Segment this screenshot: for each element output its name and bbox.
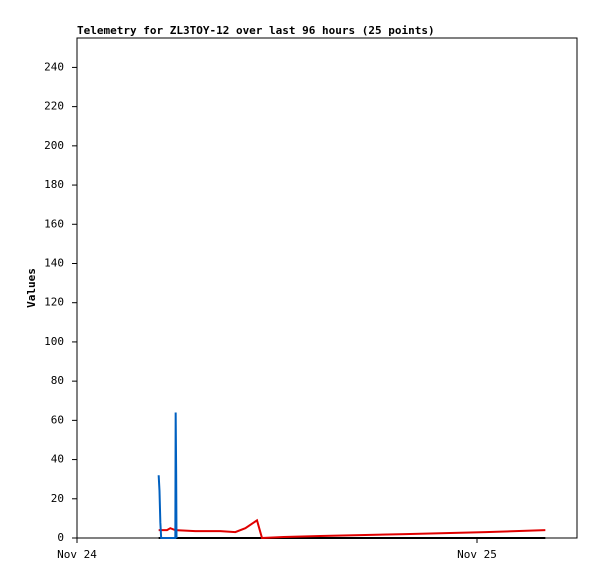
chart-title: Telemetry for ZL3TOY-12 over last 96 hou… bbox=[77, 24, 435, 37]
y-tick-label: 160 bbox=[44, 217, 64, 230]
y-tick-label: 120 bbox=[44, 296, 64, 309]
y-tick-label: 40 bbox=[51, 453, 64, 466]
y-tick-label: 0 bbox=[57, 531, 64, 544]
y-tick-label: 220 bbox=[44, 100, 64, 113]
y-tick-label: 180 bbox=[44, 178, 64, 191]
y-tick-label: 140 bbox=[44, 256, 64, 269]
y-tick-label: 80 bbox=[51, 374, 64, 387]
x-tick-label: Nov 25 bbox=[457, 548, 497, 561]
series-line bbox=[157, 412, 178, 539]
y-tick-label: 20 bbox=[51, 492, 64, 505]
y-tick-label: 200 bbox=[44, 139, 64, 152]
x-tick-label: Nov 24 bbox=[57, 548, 97, 561]
y-tick-label: 240 bbox=[44, 60, 64, 73]
y-tick-label: 60 bbox=[51, 413, 64, 426]
y-axis-label: Values bbox=[25, 268, 38, 308]
y-tick-label: 100 bbox=[44, 335, 64, 348]
series-line bbox=[158, 518, 546, 540]
